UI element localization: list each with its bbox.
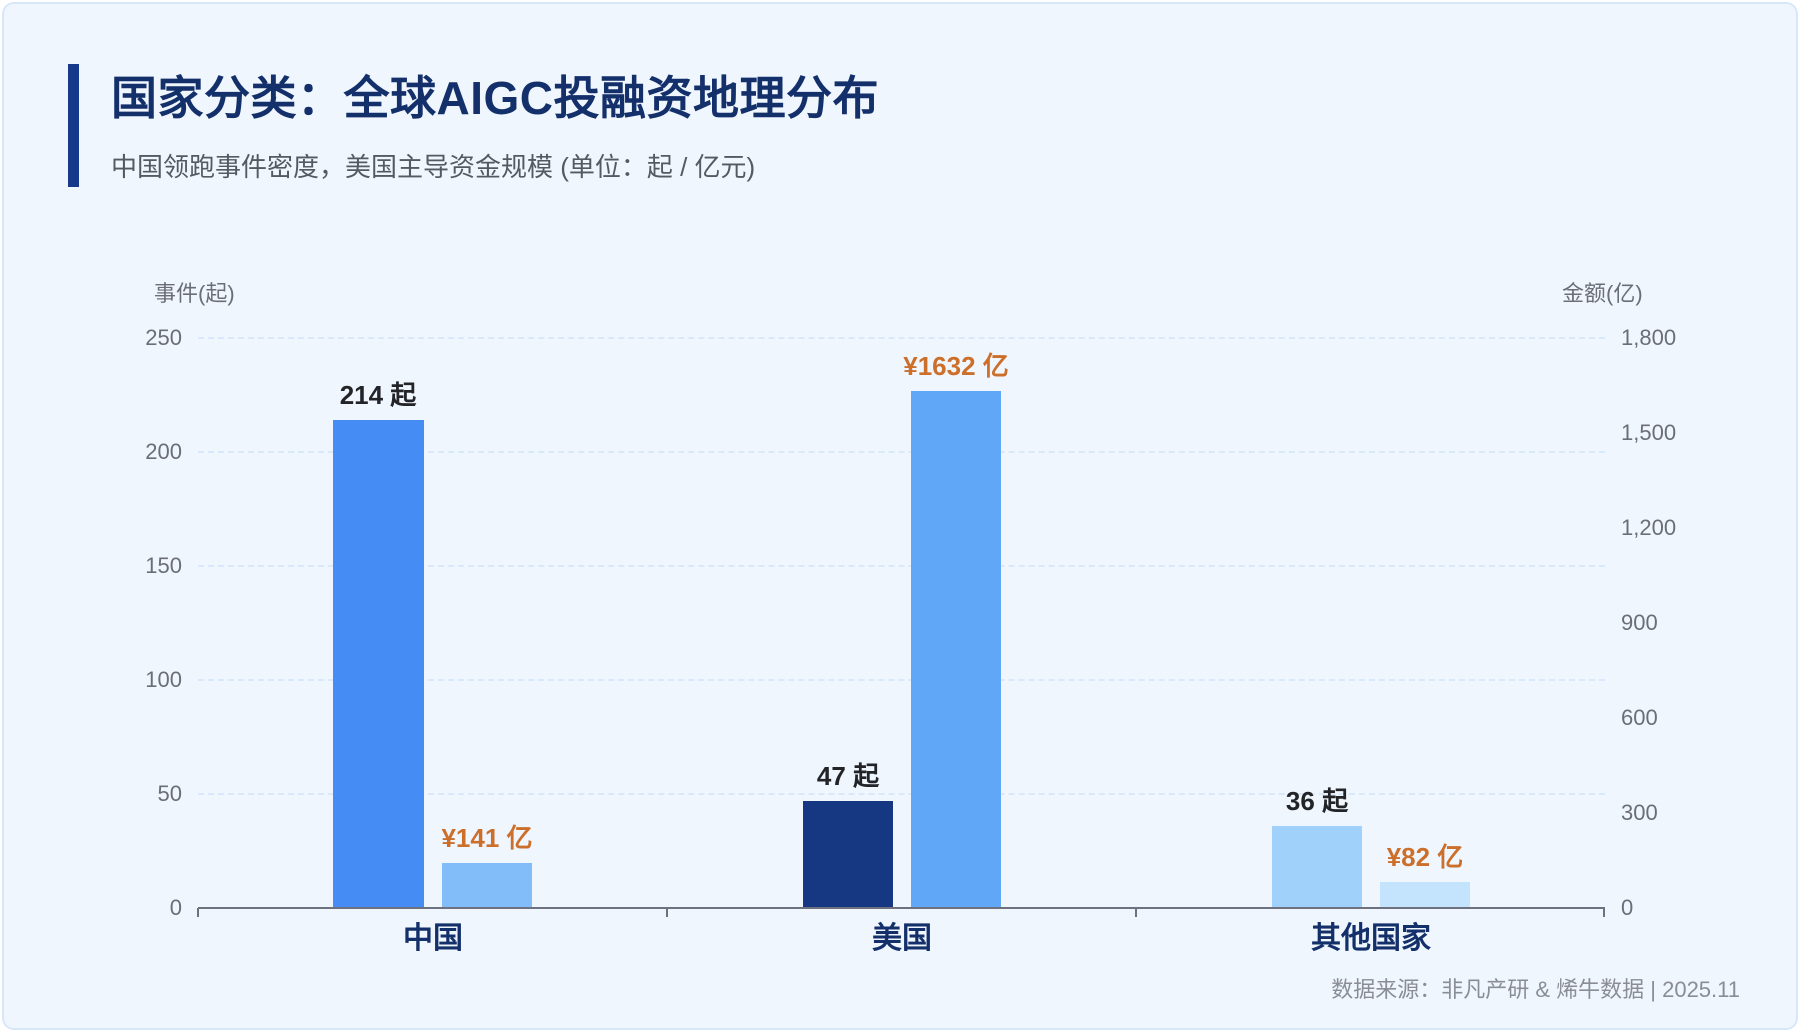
gridline-100 [198,679,1605,681]
category-label-others: 其他国家 [1311,922,1431,955]
left-tick: 150 [145,553,182,578]
chart-title: 国家分类：全球AIGC投融资地理分布 [111,72,879,124]
left-tick: 100 [145,667,182,692]
right-tick: 1,200 [1621,515,1677,540]
right-axis-title: 金额(亿) [1562,281,1643,306]
gridline-200 [198,451,1605,453]
gridline-250 [198,337,1605,339]
label-china-events: 214 起 [339,380,417,410]
label-usa-amount: ¥1632 亿 [903,351,1009,381]
bar-others-events[interactable] [1272,826,1362,908]
left-tick: 0 [169,895,182,920]
left-tick: 200 [145,439,182,464]
bar-usa-amount[interactable] [911,391,1001,908]
x-axis-tick [666,908,668,917]
label-china-amount: ¥141 亿 [441,823,533,853]
right-tick: 1,500 [1621,420,1677,445]
label-others-amount: ¥82 亿 [1386,842,1464,872]
gridline-50 [198,793,1605,795]
left-tick: 250 [145,325,182,350]
left-axis-title: 事件(起) [154,281,235,306]
label-others-events: 36 起 [1285,786,1349,816]
bar-usa-events[interactable] [803,801,893,908]
x-axis-tick [197,908,199,917]
category-label-china: 中国 [403,922,463,955]
label-usa-events: 47 起 [816,761,880,791]
chart-subtitle: 中国领跑事件密度，美国主导资金规模 (单位：起 / 亿元) [111,152,756,182]
data-source-note: 数据来源：非凡产研 & 烯牛数据 | 2025.11 [1331,977,1740,1002]
right-tick: 1,800 [1621,325,1677,350]
title-accent-bar [68,64,79,187]
left-tick: 50 [157,781,182,806]
right-tick: 600 [1621,705,1658,730]
bar-china-events[interactable] [333,420,424,908]
bar-others-amount[interactable] [1380,882,1470,908]
x-axis-tick [1135,908,1137,917]
right-tick: 300 [1621,800,1658,825]
gridline-150 [198,565,1605,567]
right-tick: 900 [1621,610,1658,635]
x-axis-line [198,907,1605,909]
bar-china-amount[interactable] [442,863,532,908]
right-tick: 0 [1621,895,1634,920]
category-label-usa: 美国 [872,922,932,955]
x-axis-tick [1603,908,1605,917]
